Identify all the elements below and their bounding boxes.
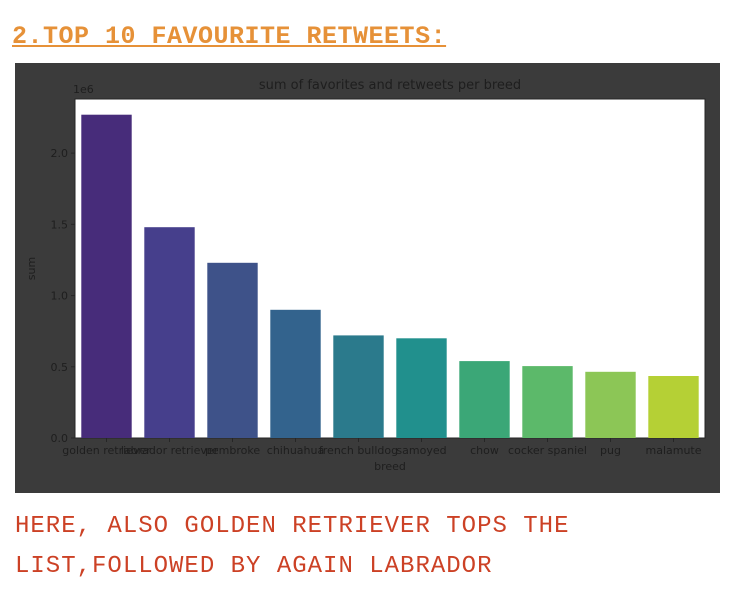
y-tick-label: 0.0 — [51, 432, 69, 445]
bar-malamute — [648, 376, 699, 438]
x-tick-label: malamute — [645, 444, 701, 457]
section-heading: 2.TOP 10 FAVOURITE RETWEETS: — [12, 22, 447, 51]
x-tick-label: pug — [600, 444, 621, 457]
y-tick-label: 1.0 — [51, 290, 69, 303]
x-axis-label: breed — [374, 460, 406, 473]
bar-chow — [459, 361, 510, 438]
bar-french-bulldog — [333, 335, 384, 438]
bar-pembroke — [207, 262, 258, 438]
x-tick-label: chow — [470, 444, 499, 457]
chart-frame: sum of favorites and retweets per breed … — [15, 63, 720, 493]
bar-chihuahua — [270, 309, 321, 438]
x-tick-label: pembroke — [205, 444, 260, 457]
y-axis-offset-label: 1e6 — [73, 83, 94, 96]
y-tick-label: 0.5 — [51, 361, 69, 374]
x-tick-label: french bulldog — [319, 444, 398, 457]
bar-cocker-spaniel — [522, 366, 573, 438]
caption-line-2: LIST,FOLLOWED BY AGAIN LABRADOR — [15, 553, 493, 580]
bar-labrador-retriever — [144, 227, 195, 438]
x-tick-label: golden retriever — [62, 444, 151, 457]
bar-samoyed — [396, 338, 447, 438]
x-tick-label: cocker spaniel — [508, 444, 587, 457]
bar-chart: sum of favorites and retweets per breed … — [25, 78, 706, 473]
bar-golden-retriever — [81, 114, 132, 438]
bar-pug — [585, 371, 636, 438]
x-tick-label: labrador retriever — [121, 444, 219, 457]
x-tick-label: chihuahua — [267, 444, 324, 457]
chart-title: sum of favorites and retweets per breed — [259, 78, 521, 93]
y-axis-label: sum — [25, 257, 38, 280]
y-tick-label: 2.0 — [51, 147, 69, 160]
caption-line-1: HERE, ALSO GOLDEN RETRIEVER TOPS THE — [15, 513, 570, 540]
y-tick-label: 1.5 — [51, 218, 69, 231]
x-tick-label: samoyed — [396, 444, 446, 457]
